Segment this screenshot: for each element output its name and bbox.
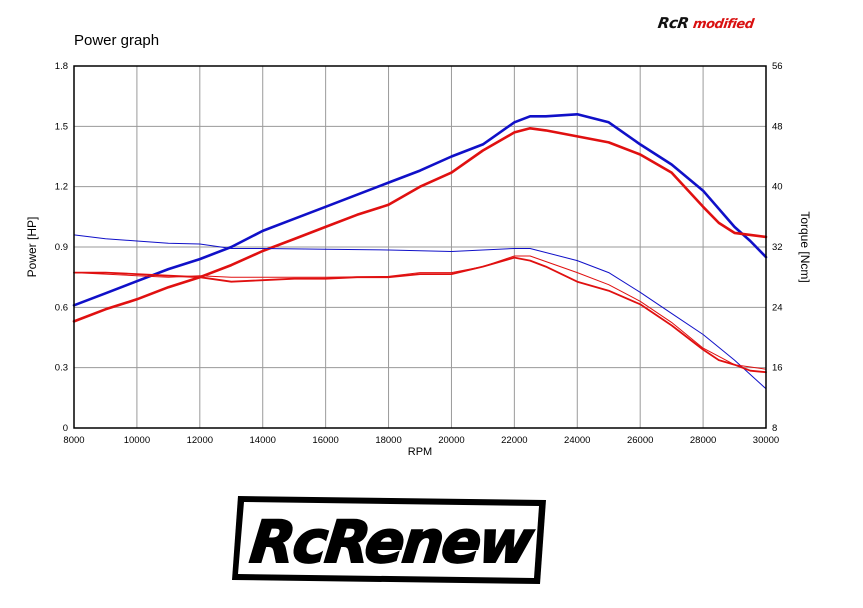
x-tick-label: 16000 bbox=[312, 435, 338, 446]
chart-title: Power graph bbox=[74, 32, 160, 49]
series-layer bbox=[72, 113, 768, 390]
x-tick-label: 8000 bbox=[63, 435, 84, 446]
x-tick-label: 22000 bbox=[501, 435, 527, 446]
y-right-tick-label: 40 bbox=[772, 182, 783, 193]
x-tick-label: 14000 bbox=[250, 435, 276, 446]
series-line-4 bbox=[73, 255, 767, 370]
x-tick-label: 18000 bbox=[375, 435, 401, 446]
y-right-tick-label: 8 bbox=[772, 423, 777, 434]
series-line-3 bbox=[73, 234, 767, 390]
x-axis-label: RPM bbox=[408, 446, 432, 458]
y-right-tick-label: 24 bbox=[772, 302, 783, 313]
y-right-axis-label: Torque [Ncm] bbox=[798, 211, 812, 282]
y-left-tick-label: 0.6 bbox=[55, 302, 68, 313]
x-tick-label: 20000 bbox=[438, 435, 464, 446]
y-left-tick-label: 0.9 bbox=[55, 242, 68, 253]
series-line-5 bbox=[73, 256, 767, 374]
y-left-tick-label: 0.3 bbox=[55, 363, 68, 374]
footer-logo-text: RcRenew bbox=[247, 508, 537, 576]
x-tick-label: 10000 bbox=[124, 435, 150, 446]
grid-lines bbox=[73, 65, 767, 429]
rcrenew-logo: RcRenew bbox=[232, 496, 546, 584]
y-right-tick-label: 32 bbox=[772, 242, 783, 253]
x-tick-label: 28000 bbox=[690, 435, 716, 446]
x-tick-label: 26000 bbox=[627, 435, 653, 446]
y-right-tick-label: 16 bbox=[772, 363, 783, 374]
y-left-tick-label: 0 bbox=[63, 423, 68, 434]
y-right-tick-label: 56 bbox=[772, 61, 783, 72]
x-tick-label: 30000 bbox=[753, 435, 779, 446]
x-tick-label: 24000 bbox=[564, 435, 590, 446]
y-left-tick-label: 1.8 bbox=[55, 61, 68, 72]
y-right-tick-label: 48 bbox=[772, 121, 783, 132]
y-left-tick-label: 1.2 bbox=[55, 182, 68, 193]
y-left-tick-label: 1.5 bbox=[55, 121, 68, 132]
y-left-axis-label: Power [HP] bbox=[25, 217, 39, 278]
series-line-1 bbox=[72, 113, 768, 307]
series-line-2 bbox=[72, 127, 768, 323]
tick-labels: 8000 10000 12000 14000 16000 18000 20000 22000 2… bbox=[55, 61, 783, 446]
x-tick-label: 12000 bbox=[187, 435, 213, 446]
power-torque-chart: 8000 10000 12000 14000 16000 18000 20000 22000 2… bbox=[25, 61, 812, 458]
plot-frame bbox=[73, 65, 767, 429]
